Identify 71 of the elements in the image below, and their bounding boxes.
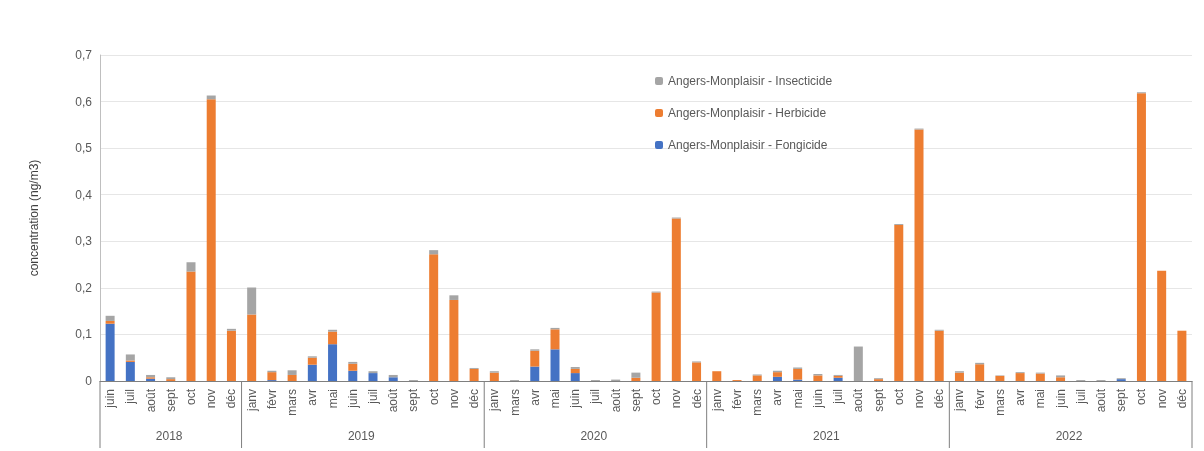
x-tick-label: juil bbox=[366, 389, 380, 405]
x-tick-label: avr bbox=[1013, 389, 1028, 406]
x-tick-label: oct bbox=[891, 388, 906, 406]
x-tick-label: févr bbox=[264, 389, 279, 410]
x-tick-label: janv bbox=[952, 389, 967, 413]
y-axis-title: concentration (ng/m3) bbox=[27, 159, 41, 277]
text: 2019 bbox=[347, 429, 375, 443]
x-tick-label: sept bbox=[871, 388, 886, 412]
x-tick-label: nov bbox=[1154, 389, 1169, 409]
x-tick-label: sept bbox=[1114, 388, 1129, 412]
x-tick-label: janv bbox=[244, 389, 259, 413]
x-tick-label: mai bbox=[790, 389, 805, 409]
x-tick-label: juil bbox=[1073, 389, 1088, 405]
legend-label: Angers-Monplaisir - Herbicide bbox=[668, 106, 827, 120]
legend-label: Angers-Monplaisir - Insecticide bbox=[668, 74, 833, 88]
x-tick-label: mai bbox=[325, 389, 340, 409]
y-tick-label: 0,4 bbox=[75, 187, 93, 202]
y-tick-label: 0,2 bbox=[75, 280, 93, 295]
x-tick-label: avr bbox=[527, 389, 542, 406]
y-tick-label: 0,5 bbox=[75, 141, 93, 156]
x-tick-label: mai bbox=[1033, 389, 1048, 409]
legend-label: Angers-Monplaisir - Fongicide bbox=[668, 138, 828, 152]
x-tick-label: déc bbox=[1174, 389, 1189, 409]
x-tick-label: févr bbox=[972, 389, 987, 410]
text: 2021 bbox=[813, 429, 841, 443]
y-tick-label: 0,3 bbox=[75, 234, 93, 249]
text: 2020 bbox=[580, 429, 608, 443]
x-tick-label: oct bbox=[426, 388, 441, 406]
x-tick-label: août bbox=[608, 388, 623, 413]
x-tick-label: mars bbox=[285, 389, 300, 416]
x-tick-label: avr bbox=[770, 389, 785, 406]
x-tick-label: juin bbox=[1053, 389, 1068, 409]
x-tick-label: juin bbox=[568, 389, 583, 409]
y-tick-label: 0,1 bbox=[75, 327, 93, 342]
text: 2018 bbox=[155, 429, 183, 443]
x-tick-label: août bbox=[1094, 388, 1108, 413]
x-tick-label: juin bbox=[345, 389, 360, 409]
x-tick-label: nov bbox=[669, 389, 684, 409]
x-tick-label: janv bbox=[709, 389, 724, 413]
x-tick-label: juil bbox=[123, 389, 138, 405]
x-tick-label: août bbox=[143, 388, 158, 413]
x-tick-label: janv bbox=[487, 389, 502, 413]
x-tick-label: nov bbox=[912, 389, 926, 409]
x-tick-label: déc bbox=[467, 389, 482, 409]
x-tick-label: mars bbox=[750, 389, 765, 416]
x-tick-label: avr bbox=[305, 389, 320, 406]
x-tick-label: août bbox=[851, 388, 866, 413]
x-tick-label: juil bbox=[588, 389, 603, 405]
x-tick-label: déc bbox=[689, 389, 704, 409]
text: 2022 bbox=[1055, 429, 1083, 443]
x-tick-label: nov bbox=[204, 389, 219, 409]
x-tick-label: mai bbox=[548, 389, 562, 409]
x-tick-label: sept bbox=[163, 388, 178, 412]
x-tick-label: sept bbox=[628, 388, 643, 412]
y-tick-label: 0,6 bbox=[75, 94, 93, 109]
x-tick-label: oct bbox=[649, 388, 664, 406]
x-tick-label: juin bbox=[810, 389, 825, 409]
x-tick-label: nov bbox=[446, 389, 461, 409]
x-tick-label: juil bbox=[831, 389, 846, 405]
x-tick-label: déc bbox=[224, 389, 239, 409]
x-tick-label: mars bbox=[992, 389, 1007, 416]
x-tick-label: oct bbox=[1134, 388, 1149, 406]
x-tick-label: juin bbox=[103, 389, 118, 409]
x-tick-label: sept bbox=[406, 388, 421, 412]
x-tick-label: févr bbox=[730, 389, 744, 410]
y-tick-label: 0 bbox=[85, 374, 93, 388]
x-tick-label: déc bbox=[932, 389, 947, 409]
x-tick-label: mars bbox=[507, 389, 522, 416]
y-tick-label: 0,7 bbox=[75, 48, 93, 62]
x-tick-label: oct bbox=[184, 388, 198, 406]
x-tick-label: août bbox=[386, 388, 401, 413]
